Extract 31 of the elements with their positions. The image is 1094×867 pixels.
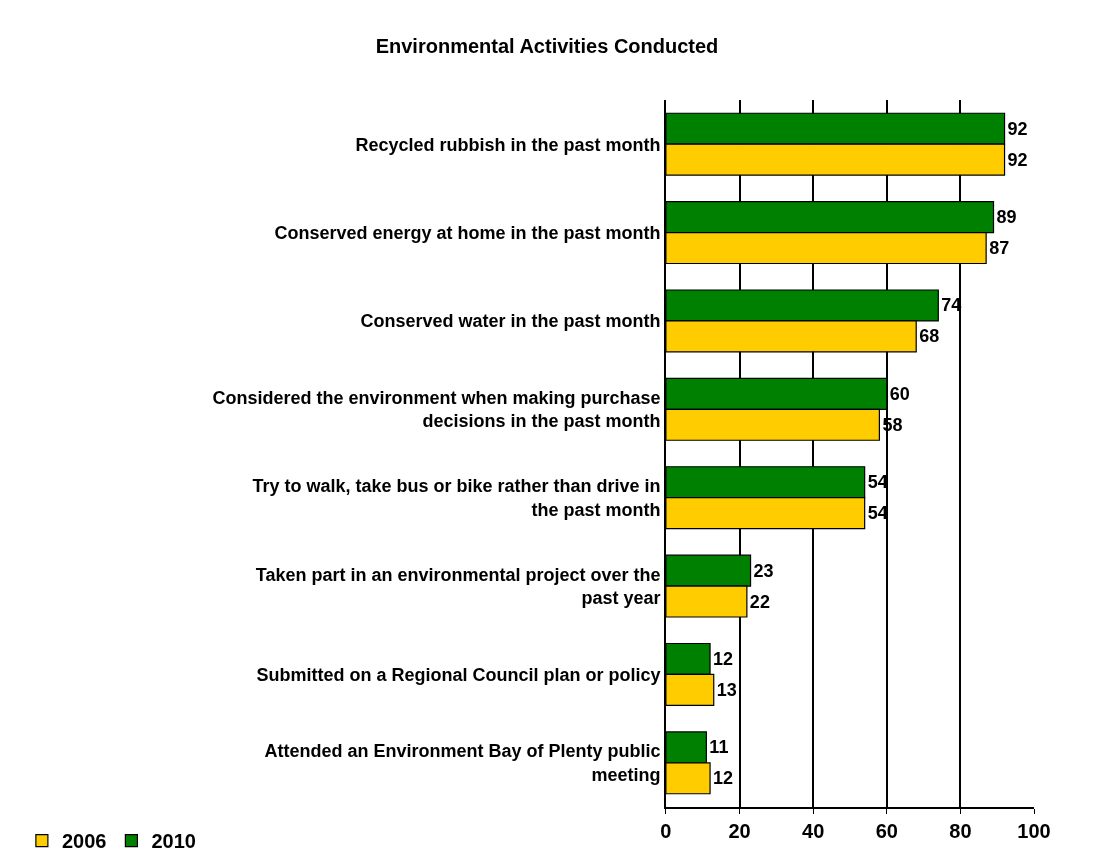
x-tick-label: 100 bbox=[1017, 819, 1051, 842]
y-tick-label: Considered the environment when making purchase decisions in the past month bbox=[212, 387, 661, 432]
legend-label: 2006 bbox=[61, 830, 107, 853]
data-label: 11 bbox=[709, 737, 729, 758]
y-tick-label: Submitted on a Regional Council plan or policy bbox=[256, 664, 661, 685]
y-tick-label: Conserved energy at home in the past month bbox=[274, 222, 661, 243]
x-tick-label: 80 bbox=[949, 819, 972, 842]
data-label: 92 bbox=[1007, 118, 1028, 139]
y-tick-label: Attended an Environment Bay of Plenty public meeting bbox=[264, 741, 661, 785]
y-tick-label: Taken part in an environmental project over the past year bbox=[255, 564, 661, 609]
data-label: 89 bbox=[996, 207, 1017, 228]
data-label: 12 bbox=[713, 648, 734, 669]
x-tick-label: 0 bbox=[660, 819, 672, 842]
data-label: 60 bbox=[889, 383, 910, 404]
x-tick-label: 20 bbox=[728, 819, 751, 842]
data-label: 54 bbox=[867, 503, 888, 524]
data-label: 23 bbox=[753, 560, 774, 581]
data-label: 12 bbox=[713, 768, 734, 789]
x-tick-label: 60 bbox=[875, 819, 898, 842]
data-label: 87 bbox=[989, 238, 1010, 259]
data-label: 13 bbox=[716, 679, 737, 700]
y-tick-label: Try to walk, take bus or bike rather than drive in the past month bbox=[252, 476, 661, 520]
data-label: 68 bbox=[919, 326, 940, 347]
legend-label: 2010 bbox=[151, 830, 196, 853]
data-label: 22 bbox=[749, 591, 770, 612]
chart-title: Environmental Activities Conducted bbox=[375, 35, 719, 58]
data-label: 54 bbox=[867, 472, 888, 493]
y-tick-label: Conserved water in the past month bbox=[360, 311, 661, 332]
y-tick-label: Recycled rubbish in the past month bbox=[355, 134, 661, 155]
data-label: 92 bbox=[1007, 149, 1028, 170]
x-tick-label: 40 bbox=[802, 819, 825, 842]
